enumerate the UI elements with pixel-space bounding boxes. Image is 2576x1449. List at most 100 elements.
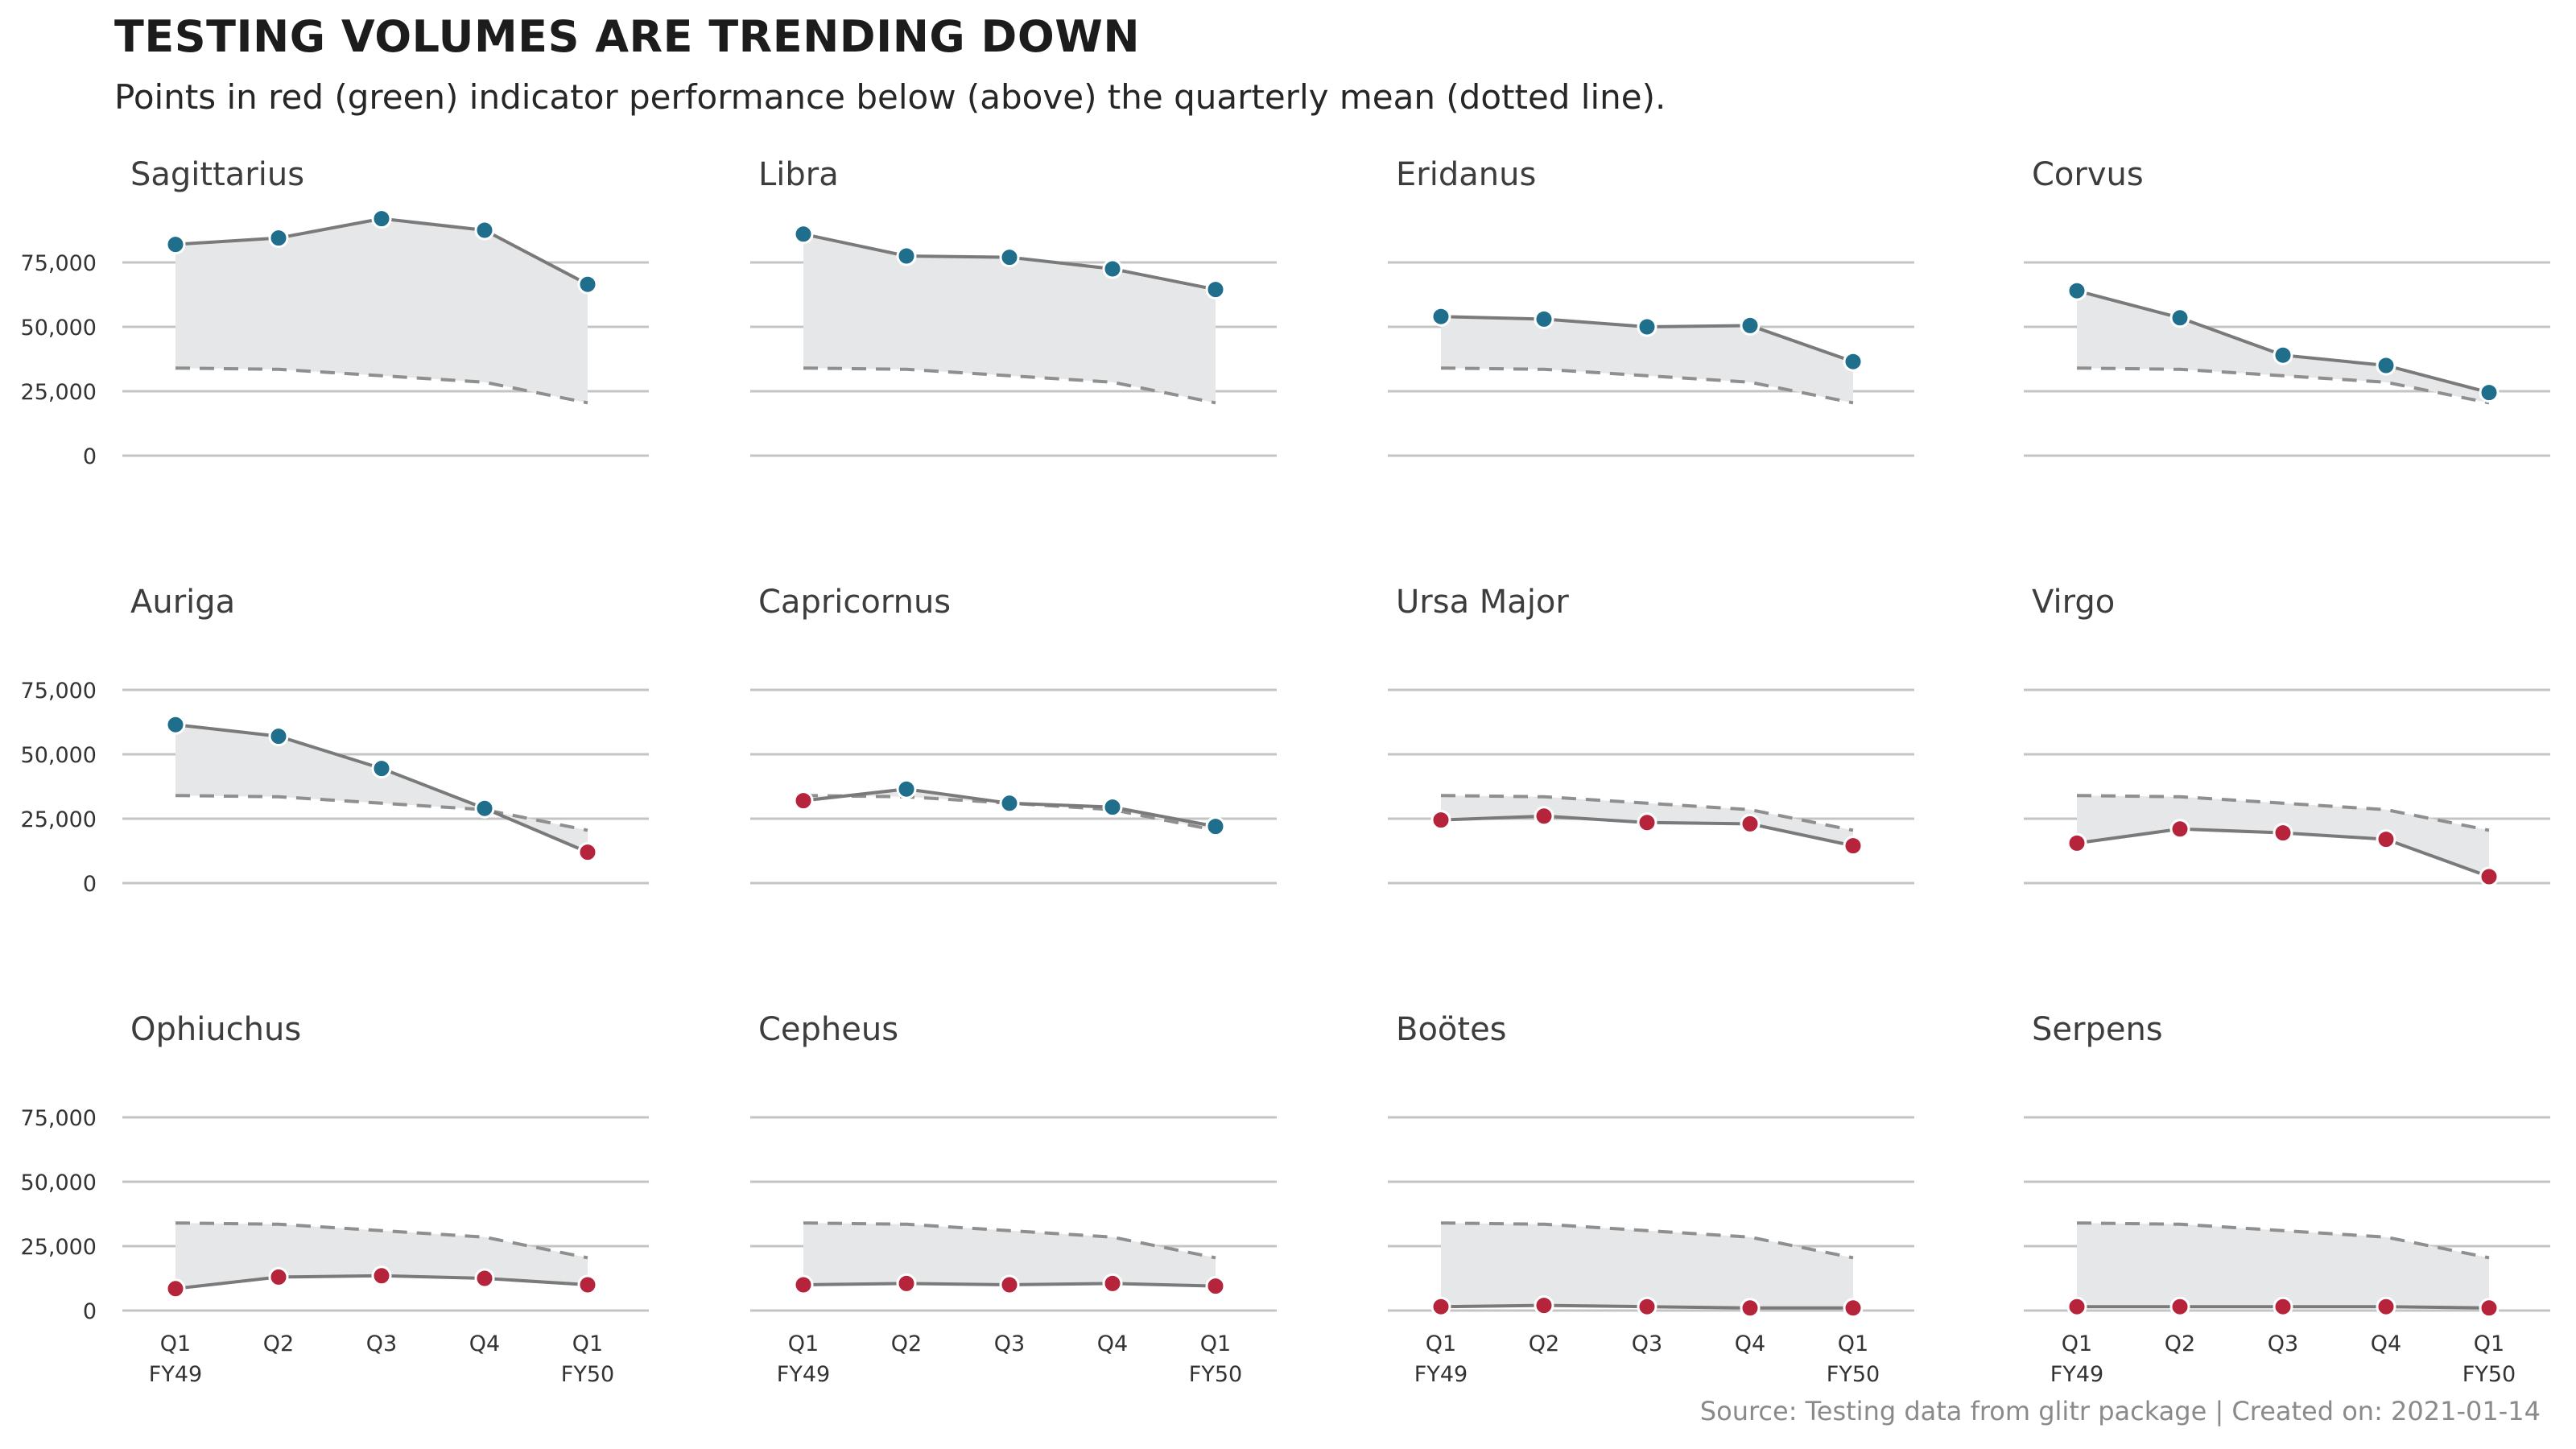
x-tick-label: FY50 xyxy=(1189,1362,1242,1387)
x-tick-label: FY50 xyxy=(1827,1362,1880,1387)
panel-corvus: Corvus xyxy=(2024,156,2550,457)
panel-sagittarius: 0 25,000 50,000 75,000 Sagittarius xyxy=(21,156,649,469)
quarterly-mean-line xyxy=(175,794,588,832)
x-tick-label: Q2 xyxy=(263,1331,294,1356)
data-point xyxy=(1102,258,1123,279)
y-tick-label: 25,000 xyxy=(21,807,97,832)
panel-title: Capricornus xyxy=(758,584,951,621)
data-point xyxy=(1102,1273,1123,1294)
panel-ursa-major: Ursa Major xyxy=(1388,584,1914,885)
x-tick-label: Q3 xyxy=(1632,1331,1662,1356)
data-point xyxy=(1637,812,1657,833)
data-point xyxy=(896,246,917,266)
data-point xyxy=(2066,280,2087,301)
panel-title: Ophiuchus xyxy=(130,1011,301,1048)
y-tick-label: 0 xyxy=(83,1299,97,1324)
panel-ophiuchus: 0 25,000 50,000 75,000 Ophiuchus Q1 FY49 Q2 Q3 Q4… xyxy=(21,1011,649,1387)
data-point xyxy=(1740,315,1761,336)
y-tick-label: 50,000 xyxy=(21,1170,97,1195)
data-point xyxy=(1740,1298,1761,1319)
data-point xyxy=(371,758,392,779)
quarterly-mean-line xyxy=(1440,1221,1854,1260)
data-point xyxy=(1843,351,1864,372)
panel-title: Sagittarius xyxy=(130,156,304,193)
panel-title: Auriga xyxy=(130,584,235,621)
y-tick-label: 25,000 xyxy=(21,1235,97,1260)
data-point xyxy=(1205,816,1226,837)
data-point xyxy=(1430,306,1451,327)
data-point xyxy=(1637,1296,1657,1317)
panel-boötes: Boötes Q1 FY49 Q2 Q3 Q4 Q1 FY50 xyxy=(1388,1011,1914,1387)
x-tick-label: Q1 xyxy=(2062,1331,2092,1356)
quarterly-mean-line xyxy=(803,1221,1216,1260)
quarterly-mean-line xyxy=(175,1221,588,1260)
panel-title: Libra xyxy=(758,156,839,193)
data-point xyxy=(1637,316,1657,337)
y-tick-label: 50,000 xyxy=(21,743,97,768)
data-point xyxy=(1740,813,1761,834)
data-point xyxy=(1430,810,1451,831)
data-point xyxy=(1430,1296,1451,1317)
data-point xyxy=(793,1274,814,1295)
panel-eridanus: Eridanus xyxy=(1388,156,1914,457)
panel-capricornus: Capricornus xyxy=(750,584,1277,885)
data-point xyxy=(2479,382,2500,403)
x-tick-label: Q3 xyxy=(366,1331,397,1356)
panel-title: Ursa Major xyxy=(1396,584,1569,621)
panel-title: Serpens xyxy=(2032,1011,2163,1048)
x-tick-label: Q4 xyxy=(2371,1331,2401,1356)
panel-libra: Libra xyxy=(750,156,1277,457)
difference-ribbon xyxy=(2077,1223,2489,1308)
data-point xyxy=(268,228,289,249)
panel-title: Eridanus xyxy=(1396,156,1536,193)
data-point xyxy=(793,224,814,245)
data-point xyxy=(2169,819,2190,840)
data-point xyxy=(1205,279,1226,300)
data-point xyxy=(2479,866,2500,887)
data-point xyxy=(999,247,1020,268)
difference-ribbon xyxy=(803,1223,1216,1286)
x-tick-label: FY49 xyxy=(1414,1362,1468,1387)
quarterly-mean-line xyxy=(2076,1221,2490,1260)
x-tick-label: Q1 xyxy=(1426,1331,1456,1356)
difference-ribbon xyxy=(2077,795,2489,877)
data-point xyxy=(2066,1296,2087,1317)
x-tick-label: FY50 xyxy=(561,1362,614,1387)
x-tick-label: Q2 xyxy=(2165,1331,2195,1356)
panel-virgo: Virgo xyxy=(2024,584,2550,887)
data-point xyxy=(577,274,598,295)
data-point xyxy=(165,714,186,735)
x-tick-label: Q4 xyxy=(469,1331,500,1356)
data-point xyxy=(371,208,392,229)
data-point xyxy=(2479,1298,2500,1319)
panel-auriga: 0 25,000 50,000 75,000 Auriga xyxy=(21,584,649,897)
x-tick-label: FY49 xyxy=(149,1362,202,1387)
panel-title: Virgo xyxy=(2032,584,2115,621)
data-point xyxy=(1843,836,1864,857)
data-point xyxy=(1205,1276,1226,1297)
y-tick-label: 75,000 xyxy=(21,679,97,704)
data-point xyxy=(2273,1296,2293,1317)
data-point xyxy=(2273,345,2293,365)
x-tick-label: Q2 xyxy=(1529,1331,1559,1356)
difference-ribbon xyxy=(1441,316,1853,403)
chart-caption: Source: Testing data from glitr package … xyxy=(1699,1396,2541,1426)
data-point xyxy=(577,1274,598,1295)
x-tick-label: Q1 xyxy=(572,1331,603,1356)
x-tick-label: Q4 xyxy=(1097,1331,1128,1356)
panel-title: Cepheus xyxy=(758,1011,898,1048)
y-tick-label: 75,000 xyxy=(21,251,97,276)
x-tick-label: Q1 xyxy=(1200,1331,1231,1356)
difference-ribbon xyxy=(1441,1223,1853,1308)
data-point xyxy=(2169,308,2190,328)
quarterly-mean-line xyxy=(1440,366,1854,405)
x-tick-label: Q2 xyxy=(891,1331,922,1356)
data-point xyxy=(1534,308,1554,329)
data-point xyxy=(793,791,814,811)
panel-serpens: Serpens Q1 FY49 Q2 Q3 Q4 Q1 FY50 xyxy=(2024,1011,2550,1387)
panel-title: Boötes xyxy=(1396,1011,1507,1048)
data-point xyxy=(577,842,598,863)
data-point xyxy=(999,793,1020,814)
x-tick-label: Q1 xyxy=(1838,1331,1868,1356)
